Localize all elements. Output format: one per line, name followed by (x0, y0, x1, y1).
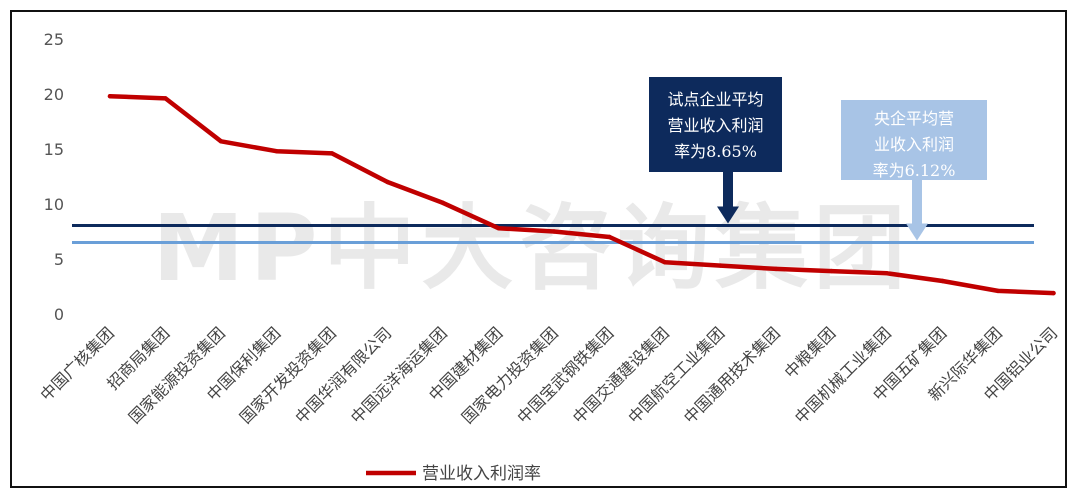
callout-arrow-0 (717, 172, 739, 224)
legend: 营业收入利润率 (366, 464, 541, 484)
data-point-17 (1051, 290, 1056, 296)
x-tick-label-9: 中国宝武钢铁集团 (513, 323, 617, 427)
callout-text-0-1: 营业收入利润 (667, 116, 763, 135)
data-point-4 (329, 151, 335, 156)
series-line-0 (107, 93, 1056, 296)
y-tick-label-5: 25 (44, 30, 64, 49)
x-tick-label-2: 国家能源投资集团 (125, 323, 229, 427)
data-point-5 (385, 179, 390, 185)
callout-text-1-0: 央企平均营 (874, 109, 954, 128)
callout-arrow-1 (906, 180, 928, 241)
data-point-2 (218, 139, 224, 144)
callout-box-1 (841, 100, 987, 180)
legend-label-0: 营业收入利润率 (422, 464, 541, 484)
data-point-8 (551, 229, 557, 234)
y-tick-label-4: 20 (44, 85, 64, 104)
data-point-1 (163, 96, 168, 101)
reference-lines (72, 223, 1034, 244)
x-tick-label-6: 中国远洋海运集团 (347, 323, 451, 427)
data-point-15 (940, 278, 945, 284)
x-axis: 中国广核集团招商局集团国家能源投资集团中国保利集团国家开发投资集团中国华润有限公… (37, 323, 1062, 427)
x-tick-label-10: 中国交通建设集团 (569, 323, 673, 427)
x-tick-label-11: 中国航空工业集团 (624, 323, 728, 427)
data-point-10 (662, 260, 668, 265)
watermark: MP中大咨询集团 (153, 195, 912, 302)
series-layer (107, 93, 1056, 296)
data-point-13 (829, 268, 834, 274)
y-tick-label-1: 5 (54, 250, 64, 269)
data-point-12 (773, 266, 779, 272)
data-point-14 (884, 271, 890, 276)
x-tick-label-4: 国家开发投资集团 (236, 323, 340, 427)
y-tick-label-2: 10 (44, 195, 64, 214)
data-point-11 (718, 263, 723, 268)
data-point-3 (274, 149, 279, 154)
data-point-9 (607, 234, 612, 240)
x-tick-label-14: 中国机械工业集团 (791, 323, 895, 427)
data-point-0 (107, 94, 113, 99)
data-point-16 (995, 288, 1001, 294)
data-point-7 (496, 226, 501, 231)
y-axis: 0 5 10 15 20 25 (44, 30, 64, 324)
data-point-6 (440, 200, 446, 206)
x-tick-label-8: 国家电力投资集团 (458, 323, 562, 427)
y-tick-label-3: 15 (44, 140, 64, 159)
chart-frame: MP中大咨询集团 0 5 10 15 20 25 中国广核集团 招商局集团 国家能源投资集团中… (10, 10, 1067, 488)
y-tick-label-0: 0 (54, 305, 64, 324)
callout-text-0-2: 率为8.65% (674, 142, 757, 161)
callout-text-1-2: 率为6.12% (873, 161, 956, 180)
line-chart: MP中大咨询集团 0 5 10 15 20 25 中国广核集团招商局集团国家能源投资集团中… (37, 30, 1062, 484)
x-tick-label-12: 中国通用技术集团 (680, 323, 784, 427)
x-tick-label-5: 中国华润有限公司 (291, 323, 395, 427)
callout-text-1-1: 业收入利润 (874, 135, 954, 154)
x-tick-label-0: 中国广核集团 (37, 323, 118, 404)
callout-box-0 (649, 77, 782, 172)
callout-text-0-0: 试点企业平均 (667, 90, 763, 109)
